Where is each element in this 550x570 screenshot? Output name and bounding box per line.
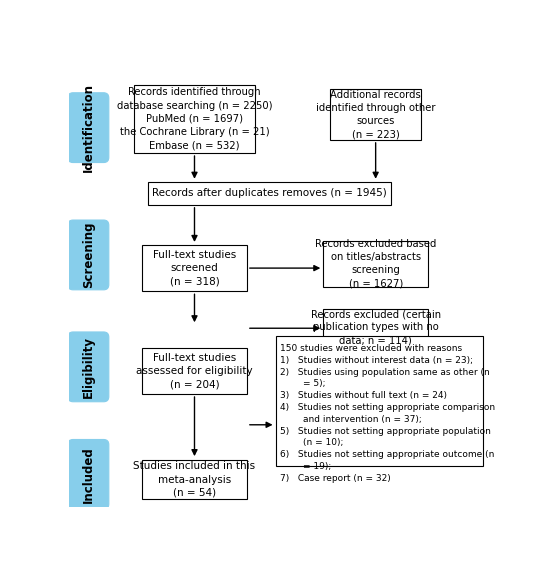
- FancyBboxPatch shape: [142, 460, 247, 499]
- Text: Screening: Screening: [82, 222, 95, 288]
- Text: Full-text studies
assessed for eligibility
(n = 204): Full-text studies assessed for eligibili…: [136, 353, 253, 389]
- FancyBboxPatch shape: [142, 348, 247, 394]
- Text: Records excluded based
on titles/abstracts
screening
(n = 1627): Records excluded based on titles/abstrac…: [315, 239, 436, 288]
- FancyBboxPatch shape: [68, 332, 109, 402]
- FancyBboxPatch shape: [68, 220, 109, 290]
- Text: Eligibility: Eligibility: [82, 336, 95, 398]
- Text: Studies included in this
meta-analysis
(n = 54): Studies included in this meta-analysis (…: [134, 462, 256, 498]
- Text: Records excluded (certain
publication types with no
data; n = 114): Records excluded (certain publication ty…: [311, 309, 441, 345]
- FancyBboxPatch shape: [323, 241, 428, 287]
- FancyBboxPatch shape: [68, 439, 109, 509]
- FancyBboxPatch shape: [142, 245, 247, 291]
- FancyBboxPatch shape: [330, 89, 421, 140]
- FancyBboxPatch shape: [147, 182, 390, 205]
- Text: Full-text studies
screened
(n = 318): Full-text studies screened (n = 318): [153, 250, 236, 286]
- Text: 150 studies were excluded with reasons
1)   Studies without interest data (n = 2: 150 studies were excluded with reasons 1…: [280, 344, 495, 483]
- FancyBboxPatch shape: [323, 309, 428, 346]
- FancyBboxPatch shape: [134, 85, 255, 153]
- Text: Included: Included: [82, 446, 95, 503]
- FancyBboxPatch shape: [68, 93, 109, 162]
- Text: Records identified through
database searching (n = 2250)
PubMed (n = 1697)
the C: Records identified through database sear…: [117, 87, 272, 150]
- Text: Records after duplicates removes (n = 1945): Records after duplicates removes (n = 19…: [152, 189, 387, 198]
- Text: Additional records
identified through other
sources
(n = 223): Additional records identified through ot…: [316, 89, 436, 139]
- FancyBboxPatch shape: [276, 336, 483, 466]
- Text: Identification: Identification: [82, 83, 95, 172]
